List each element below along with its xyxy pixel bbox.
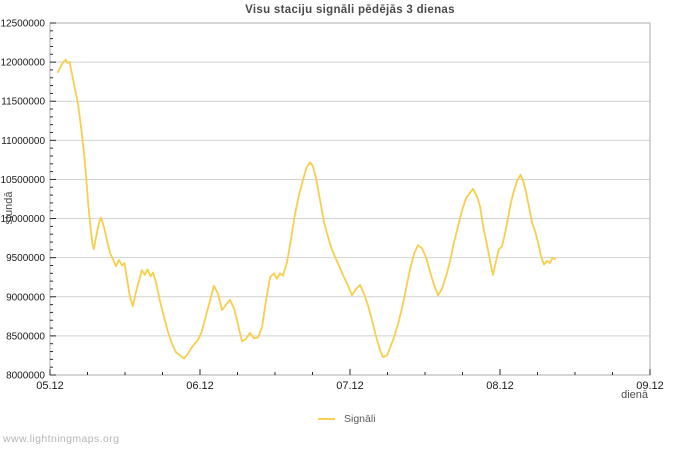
chart-title: Visu staciju signāli pēdējās 3 dienas	[245, 4, 455, 16]
y-tick-label: 8000000	[6, 371, 45, 382]
x-tick-label: 08.12	[486, 380, 514, 392]
y-tick-label: 11500000	[1, 97, 45, 108]
y-tick-label: 12500000	[1, 19, 46, 30]
y-tick-label: 10500000	[1, 175, 46, 186]
x-tick-label: 05.12	[36, 380, 64, 392]
plot-border	[49, 22, 651, 376]
x-tick-label: 06.12	[186, 380, 214, 392]
watermark: www.lightningmaps.org	[3, 433, 120, 445]
x-tick-label: 07.12	[336, 380, 364, 392]
signal-line	[57, 58, 556, 360]
legend-line-swatch-icon	[318, 417, 335, 420]
y-tick-label: 9500000	[6, 253, 45, 264]
y-tick-label: 10000000	[1, 214, 46, 225]
y-tick-label: 12000000	[1, 58, 46, 69]
x-axis-title: dienā	[621, 389, 648, 401]
y-tick-label: 9000000	[6, 292, 45, 303]
y-tick-label: 11000000	[1, 136, 45, 147]
legend: Signāli	[318, 412, 376, 425]
legend-series-label: Signāli	[344, 412, 376, 425]
x-tick-label: 09.12	[636, 380, 664, 392]
y-axis-title: stundā	[3, 191, 15, 225]
y-tick-label: 8500000	[6, 331, 45, 342]
